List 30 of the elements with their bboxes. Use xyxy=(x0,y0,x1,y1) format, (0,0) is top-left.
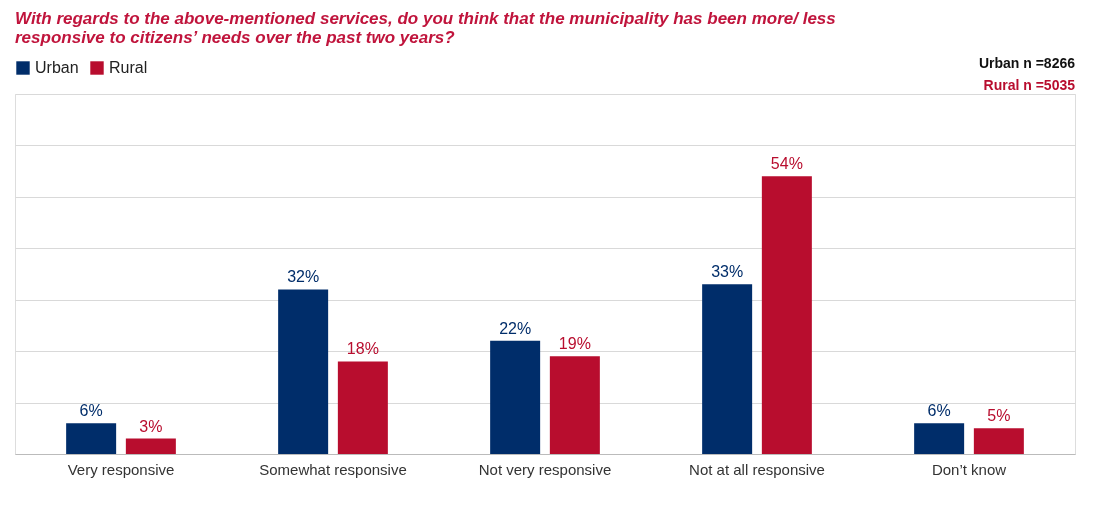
x-tick-label: Don’t know xyxy=(931,460,1007,478)
bar xyxy=(278,289,329,454)
chart-title: With regards to the above-mentioned services, do you think that the municipality has been more/ less responsive to citizens’ needs over the past two years? xyxy=(15,9,836,47)
text: Urban n =8266 xyxy=(978,55,1076,71)
legend-label: Rural xyxy=(109,59,148,76)
data-label: 6% xyxy=(927,402,951,420)
text: Rural n =5035 xyxy=(983,77,1076,93)
data-label: 18% xyxy=(346,340,379,358)
data-label: 19% xyxy=(558,335,591,353)
bar xyxy=(914,423,965,454)
legend-label: Urban xyxy=(35,59,79,76)
data-label: 5% xyxy=(987,407,1011,425)
bar xyxy=(490,340,541,454)
x-tick-label: Somewhat responsive xyxy=(259,460,407,478)
data-label: 6% xyxy=(79,402,103,420)
bar xyxy=(66,423,117,454)
data-label: 32% xyxy=(287,268,320,286)
x-tick-label: Not very responsive xyxy=(478,460,612,478)
x-tick-label: Not at all responsive xyxy=(689,460,825,478)
data-label: 33% xyxy=(711,263,744,281)
bar xyxy=(973,428,1024,454)
data-label: 3% xyxy=(139,417,163,435)
bar xyxy=(337,361,388,454)
bar xyxy=(761,176,812,454)
data-label: 22% xyxy=(499,319,532,337)
bar xyxy=(125,438,176,454)
bar xyxy=(549,356,600,454)
data-label: 54% xyxy=(770,155,803,173)
x-tick-label: Very responsive xyxy=(67,460,175,478)
bar xyxy=(702,284,753,454)
